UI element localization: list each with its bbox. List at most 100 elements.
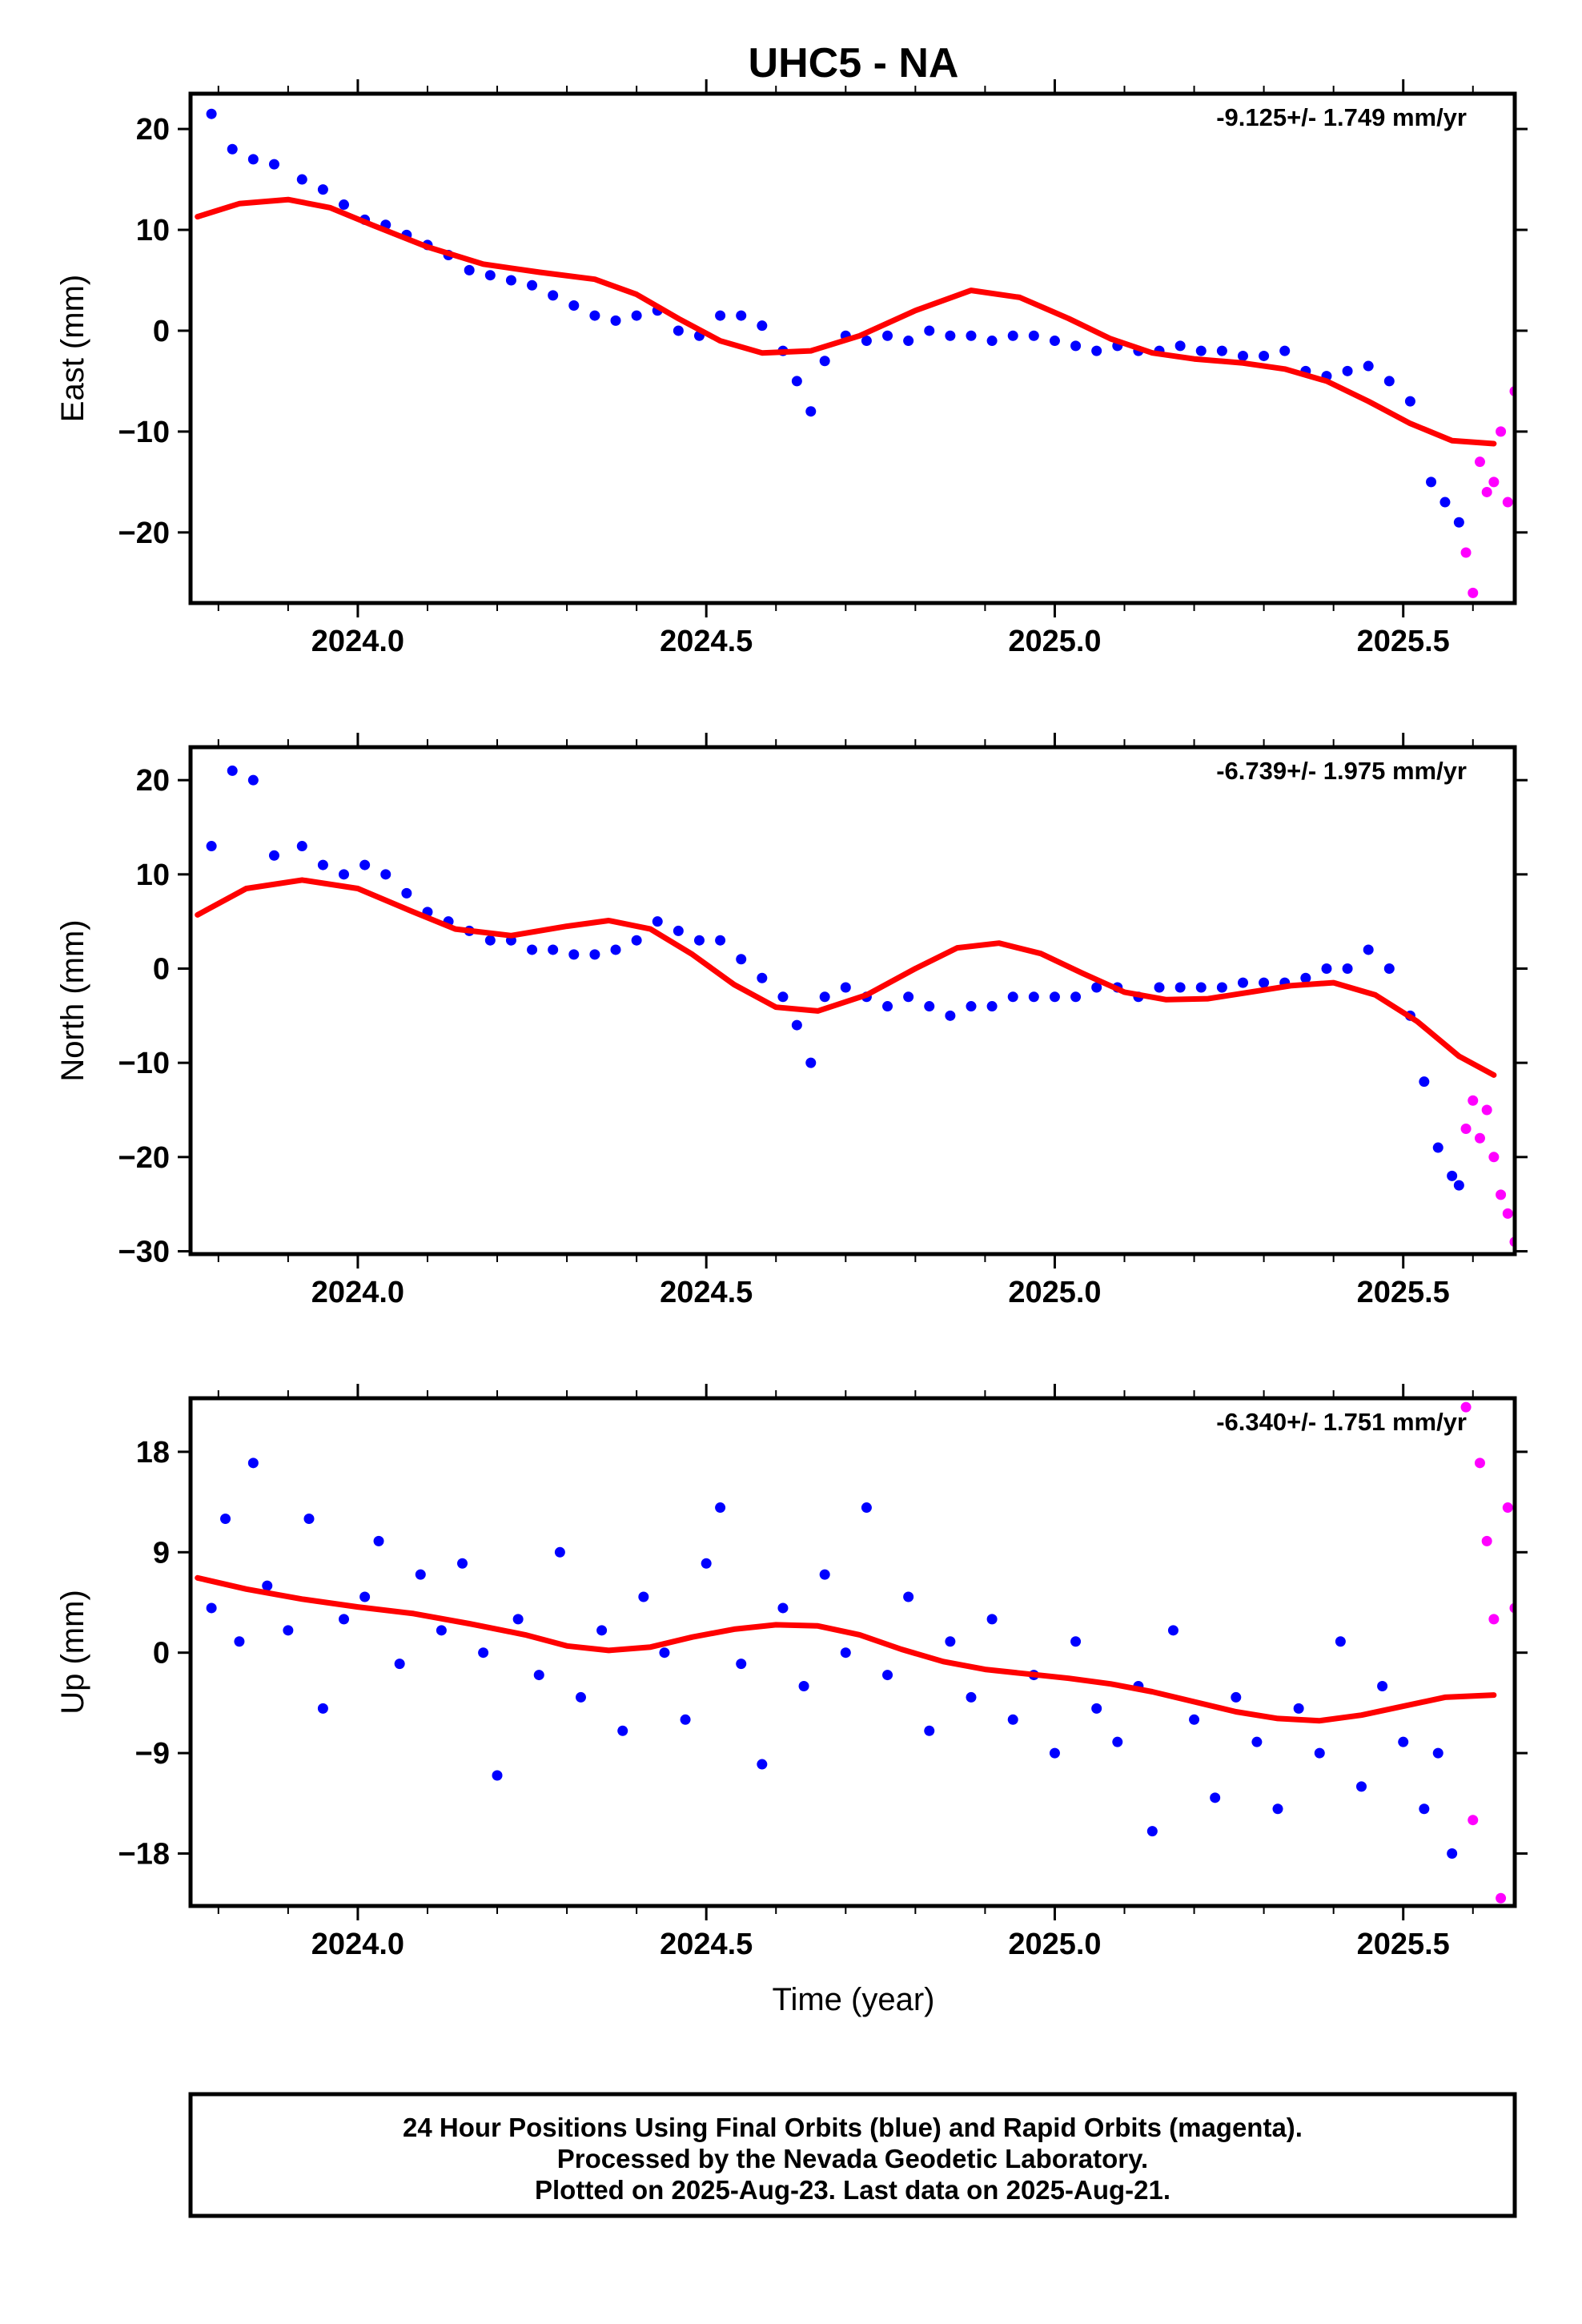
up-final-point xyxy=(945,1636,956,1647)
north-final-point xyxy=(227,765,238,776)
north-final-point xyxy=(805,1057,817,1068)
up-rapid-point xyxy=(1481,1535,1492,1546)
up-final-point xyxy=(1419,1803,1430,1815)
north-final-point xyxy=(736,954,747,965)
east-final-point xyxy=(1028,330,1039,341)
east-rapid-point xyxy=(1488,476,1500,488)
north-final-point xyxy=(791,1019,802,1031)
up-final-point xyxy=(819,1569,830,1580)
east-final-point xyxy=(757,320,768,332)
up-final-point xyxy=(457,1558,468,1569)
east-rapid-point xyxy=(1474,456,1485,468)
east-y-tick-label: 0 xyxy=(153,315,170,348)
north-rapid-point xyxy=(1488,1152,1500,1163)
north-final-point xyxy=(924,1001,935,1012)
east-final-point xyxy=(673,325,684,336)
up-final-point xyxy=(861,1502,872,1514)
east-final-point xyxy=(736,310,747,321)
up-final-point xyxy=(840,1647,851,1659)
north-x-tick-label: 2024.0 xyxy=(311,1276,404,1309)
east-final-point xyxy=(1237,350,1248,361)
north-final-point xyxy=(777,991,789,1003)
up-plot-area xyxy=(195,1401,1515,1904)
east-final-point xyxy=(1404,396,1415,407)
east-final-point xyxy=(631,310,642,321)
north-final-point xyxy=(1453,1180,1464,1191)
north-final-point xyxy=(1174,982,1186,993)
east-rapid-point xyxy=(1468,587,1479,598)
figure-title: UHC5 - NA xyxy=(749,40,959,86)
north-final-point xyxy=(693,935,705,946)
north-final-point xyxy=(840,982,851,993)
up-final-point xyxy=(394,1659,405,1670)
north-final-point xyxy=(359,859,371,870)
north-final-point xyxy=(339,869,350,880)
x-axis-label: Time (year) xyxy=(773,1982,935,2017)
east-final-point xyxy=(1049,336,1060,347)
north-final-point xyxy=(548,944,559,955)
up-final-point xyxy=(575,1691,586,1703)
north-final-point xyxy=(757,972,768,983)
east-final-point xyxy=(568,300,580,311)
footer-box xyxy=(188,2092,1517,2218)
up-final-point xyxy=(234,1636,245,1647)
east-rate-label: -9.125+/- 1.749 mm/yr xyxy=(1216,103,1467,131)
north-panel: 2024.0 2024.5 2025.0 2025.5 −30 −20 −10 0 10 20 No… xyxy=(55,733,1528,1309)
up-final-point xyxy=(1398,1736,1409,1747)
north-rapid-point xyxy=(1460,1124,1472,1135)
up-final-point xyxy=(777,1602,789,1614)
up-final-point xyxy=(1049,1747,1060,1759)
north-final-point xyxy=(589,949,600,960)
up-rapid-point xyxy=(1488,1614,1500,1625)
up-final-point xyxy=(283,1625,294,1636)
up-final-point xyxy=(1210,1792,1221,1803)
up-final-point xyxy=(1070,1636,1082,1647)
up-model-curve xyxy=(195,1574,1497,1724)
footer-line-1: 24 Hour Positions Using Final Orbits (bl… xyxy=(403,2113,1303,2142)
east-final-point xyxy=(791,376,802,387)
east-final-point xyxy=(1091,345,1102,356)
north-rapid-point xyxy=(1496,1189,1507,1200)
east-x-tick-label: 2025.5 xyxy=(1357,625,1450,658)
north-final-point xyxy=(1419,1076,1430,1088)
north-rapid-point xyxy=(1474,1132,1485,1144)
north-final-point xyxy=(1216,982,1227,993)
north-x-tick-label: 2025.5 xyxy=(1357,1276,1450,1309)
east-final-point xyxy=(986,336,998,347)
north-frame xyxy=(188,745,1517,1256)
up-final-point xyxy=(478,1647,489,1659)
up-x-tick-label: 2025.0 xyxy=(1008,1928,1101,1961)
up-rapid-point xyxy=(1474,1458,1485,1469)
north-final-point xyxy=(1091,982,1102,993)
north-y-tick-label: 10 xyxy=(136,858,170,892)
north-y-tick-label: 20 xyxy=(136,764,170,798)
east-final-point xyxy=(505,275,516,286)
north-final-point xyxy=(652,916,663,927)
east-rapid-point xyxy=(1496,426,1507,437)
up-final-point xyxy=(1007,1714,1018,1725)
east-final-point xyxy=(1007,330,1018,341)
up-final-point xyxy=(1272,1803,1283,1815)
up-rate-label: -6.340+/- 1.751 mm/yr xyxy=(1216,1408,1467,1436)
east-final-point xyxy=(484,270,496,281)
east-final-point xyxy=(247,154,259,165)
up-final-point xyxy=(1112,1736,1123,1747)
up-final-point xyxy=(1447,1848,1458,1860)
up-final-point xyxy=(247,1458,259,1469)
up-final-point xyxy=(1355,1781,1367,1792)
up-final-point xyxy=(415,1569,426,1580)
north-final-point xyxy=(903,991,914,1003)
up-final-point xyxy=(206,1602,217,1614)
east-final-point xyxy=(527,279,538,291)
east-y-tick-label: −10 xyxy=(118,416,170,449)
north-final-point xyxy=(268,850,279,861)
up-final-point xyxy=(1231,1691,1242,1703)
east-final-point xyxy=(1216,345,1227,356)
east-final-point xyxy=(1453,517,1464,528)
footer-line-3: Plotted on 2025-Aug-23. Last data on 202… xyxy=(535,2175,1170,2205)
north-final-point xyxy=(1195,982,1207,993)
east-final-point xyxy=(882,330,893,341)
up-final-point xyxy=(1146,1826,1158,1837)
up-final-point xyxy=(533,1670,544,1681)
